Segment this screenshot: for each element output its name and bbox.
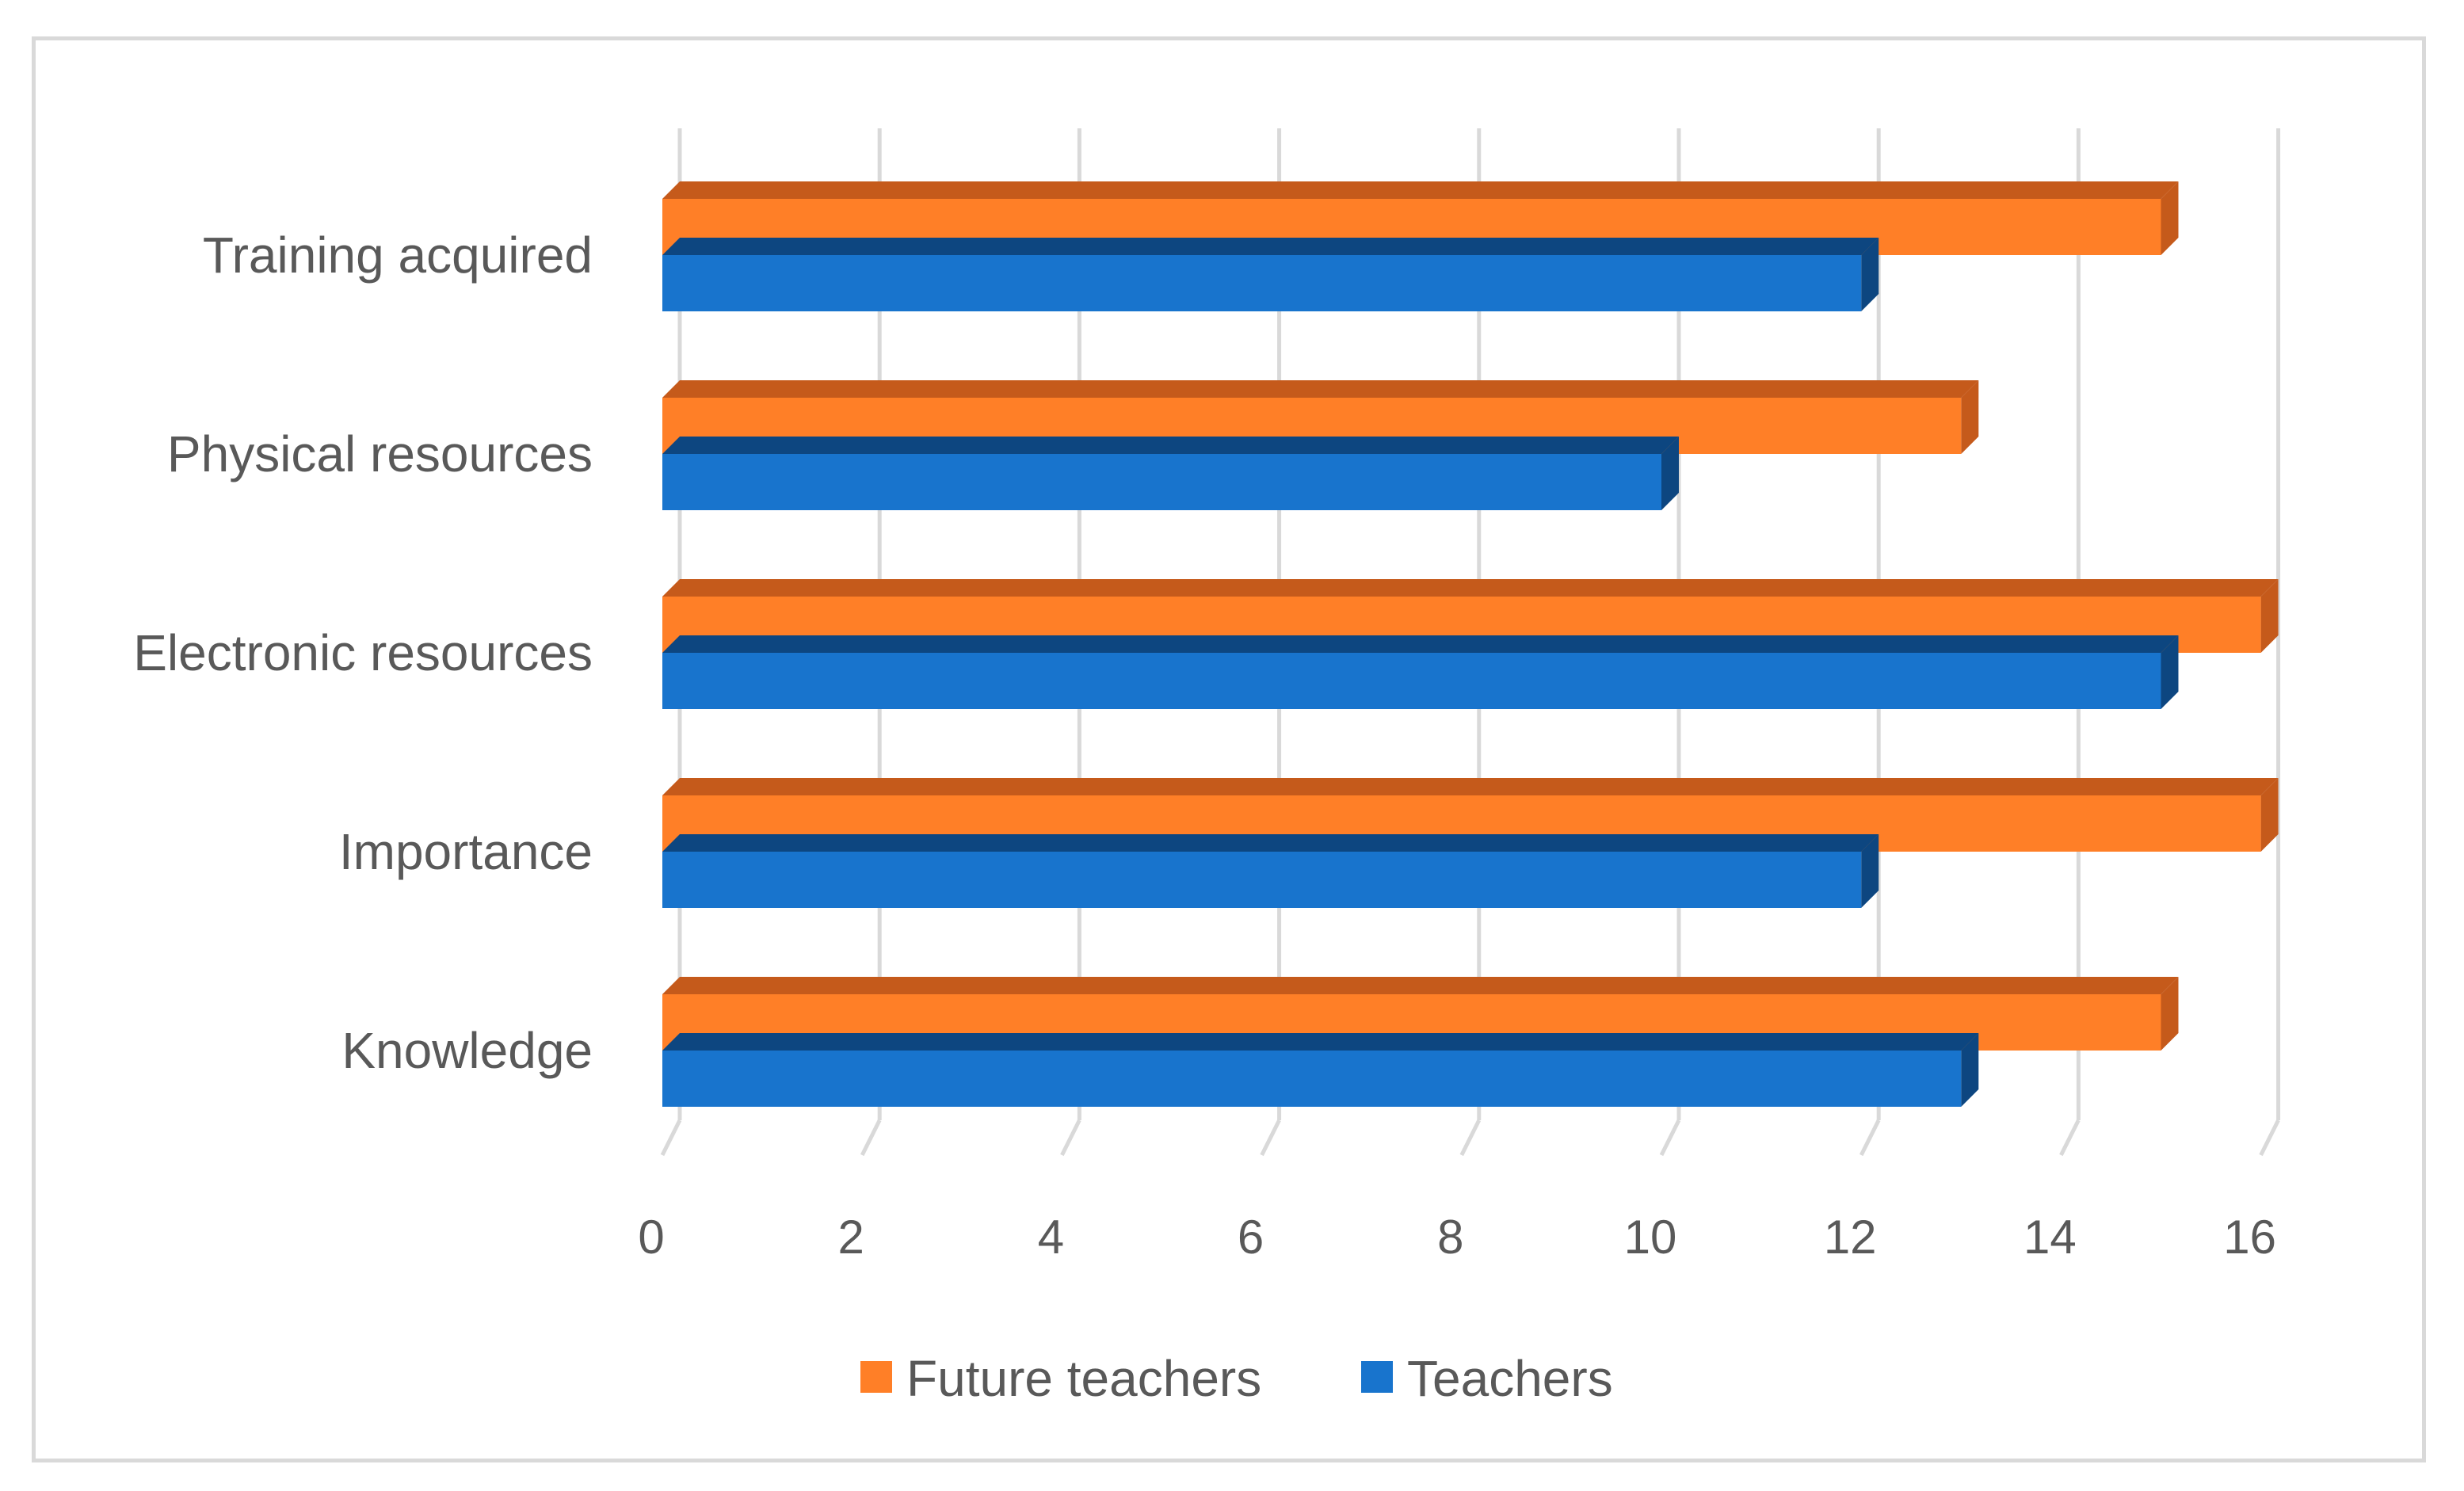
bar-front-face [662, 454, 1661, 510]
x-tick-label-14: 14 [2023, 1211, 2077, 1264]
bar-front-face [662, 653, 2161, 709]
bar-top-face [662, 579, 2279, 597]
bar-side-face [2161, 977, 2179, 1051]
bar-top-face [662, 238, 1879, 255]
bar-top-face [662, 380, 1979, 398]
bar-front-face [662, 255, 1862, 311]
bar-top-face [662, 1033, 1979, 1051]
floor-gridline-2 [860, 1119, 882, 1157]
floor-gridline-4 [1060, 1119, 1081, 1157]
category-label-physical-resources: Physical resources [167, 425, 593, 482]
category-label-electronic-resources: Electronic resources [133, 624, 593, 681]
x-tick-label-6: 6 [1238, 1211, 1264, 1264]
bar-top-face [662, 834, 1879, 852]
bar-side-face [1861, 834, 1879, 908]
bar-teachers-electronic-resources [662, 635, 2179, 709]
x-tick-label-10: 10 [1624, 1211, 1677, 1264]
category-label-importance: Importance [339, 823, 593, 880]
floor-gridline-10 [1659, 1119, 1681, 1157]
bar-teachers-knowledge [662, 1033, 1979, 1107]
floor-gridline-8 [1459, 1119, 1482, 1157]
x-tick-label-12: 12 [1824, 1211, 1877, 1264]
legend-label: Teachers [1407, 1350, 1613, 1407]
x-tick-label-0: 0 [638, 1211, 664, 1264]
bar-side-face [1861, 238, 1879, 311]
floor-gridline-16 [2259, 1119, 2280, 1157]
x-axis-ticks: 0 2 4 6 8 10 12 14 16 [638, 1211, 2276, 1264]
bar-top-face [662, 778, 2279, 795]
bar-side-face [1661, 437, 1679, 510]
x-tick-label-2: 2 [838, 1211, 864, 1264]
legend: Future teachers Teachers [860, 1350, 1613, 1407]
bar-teachers-training-acquired [662, 238, 1879, 311]
bar-side-face [2260, 579, 2279, 653]
legend-item-future-teachers: Future teachers [860, 1350, 1261, 1407]
legend-item-teachers: Teachers [1361, 1350, 1613, 1407]
bar-top-face [662, 635, 2179, 653]
bar-front-face [662, 1051, 1962, 1107]
legend-swatch [1361, 1361, 1393, 1393]
bar-top-face [662, 181, 2179, 199]
bar-front-face [662, 852, 1862, 908]
bar-side-face [2260, 778, 2279, 852]
bar-top-face [662, 437, 1679, 454]
bar-top-face [662, 977, 2179, 994]
floor-gridline-14 [2059, 1119, 2081, 1157]
legend-label: Future teachers [906, 1350, 1261, 1407]
category-labels: Training acquired Physical resources Elect… [133, 227, 593, 1079]
x-tick-label-8: 8 [1437, 1211, 1463, 1264]
category-label-training-acquired: Training acquired [203, 227, 593, 284]
floor-gridline-0 [660, 1119, 682, 1157]
bar-side-face [1961, 380, 1979, 454]
bar-side-face [2161, 635, 2179, 709]
bars [662, 181, 2279, 1107]
x-tick-label-16: 16 [2223, 1211, 2276, 1264]
floor-gridline-6 [1260, 1119, 1281, 1157]
bar-teachers-physical-resources [662, 437, 1679, 510]
bar-side-face [1961, 1033, 1979, 1107]
bar-side-face [2161, 181, 2179, 255]
floor-gridline-12 [1859, 1119, 1881, 1157]
bar-teachers-importance [662, 834, 1879, 908]
legend-swatch [860, 1361, 892, 1393]
category-label-knowledge: Knowledge [341, 1022, 593, 1079]
x-tick-label-4: 4 [1038, 1211, 1064, 1264]
